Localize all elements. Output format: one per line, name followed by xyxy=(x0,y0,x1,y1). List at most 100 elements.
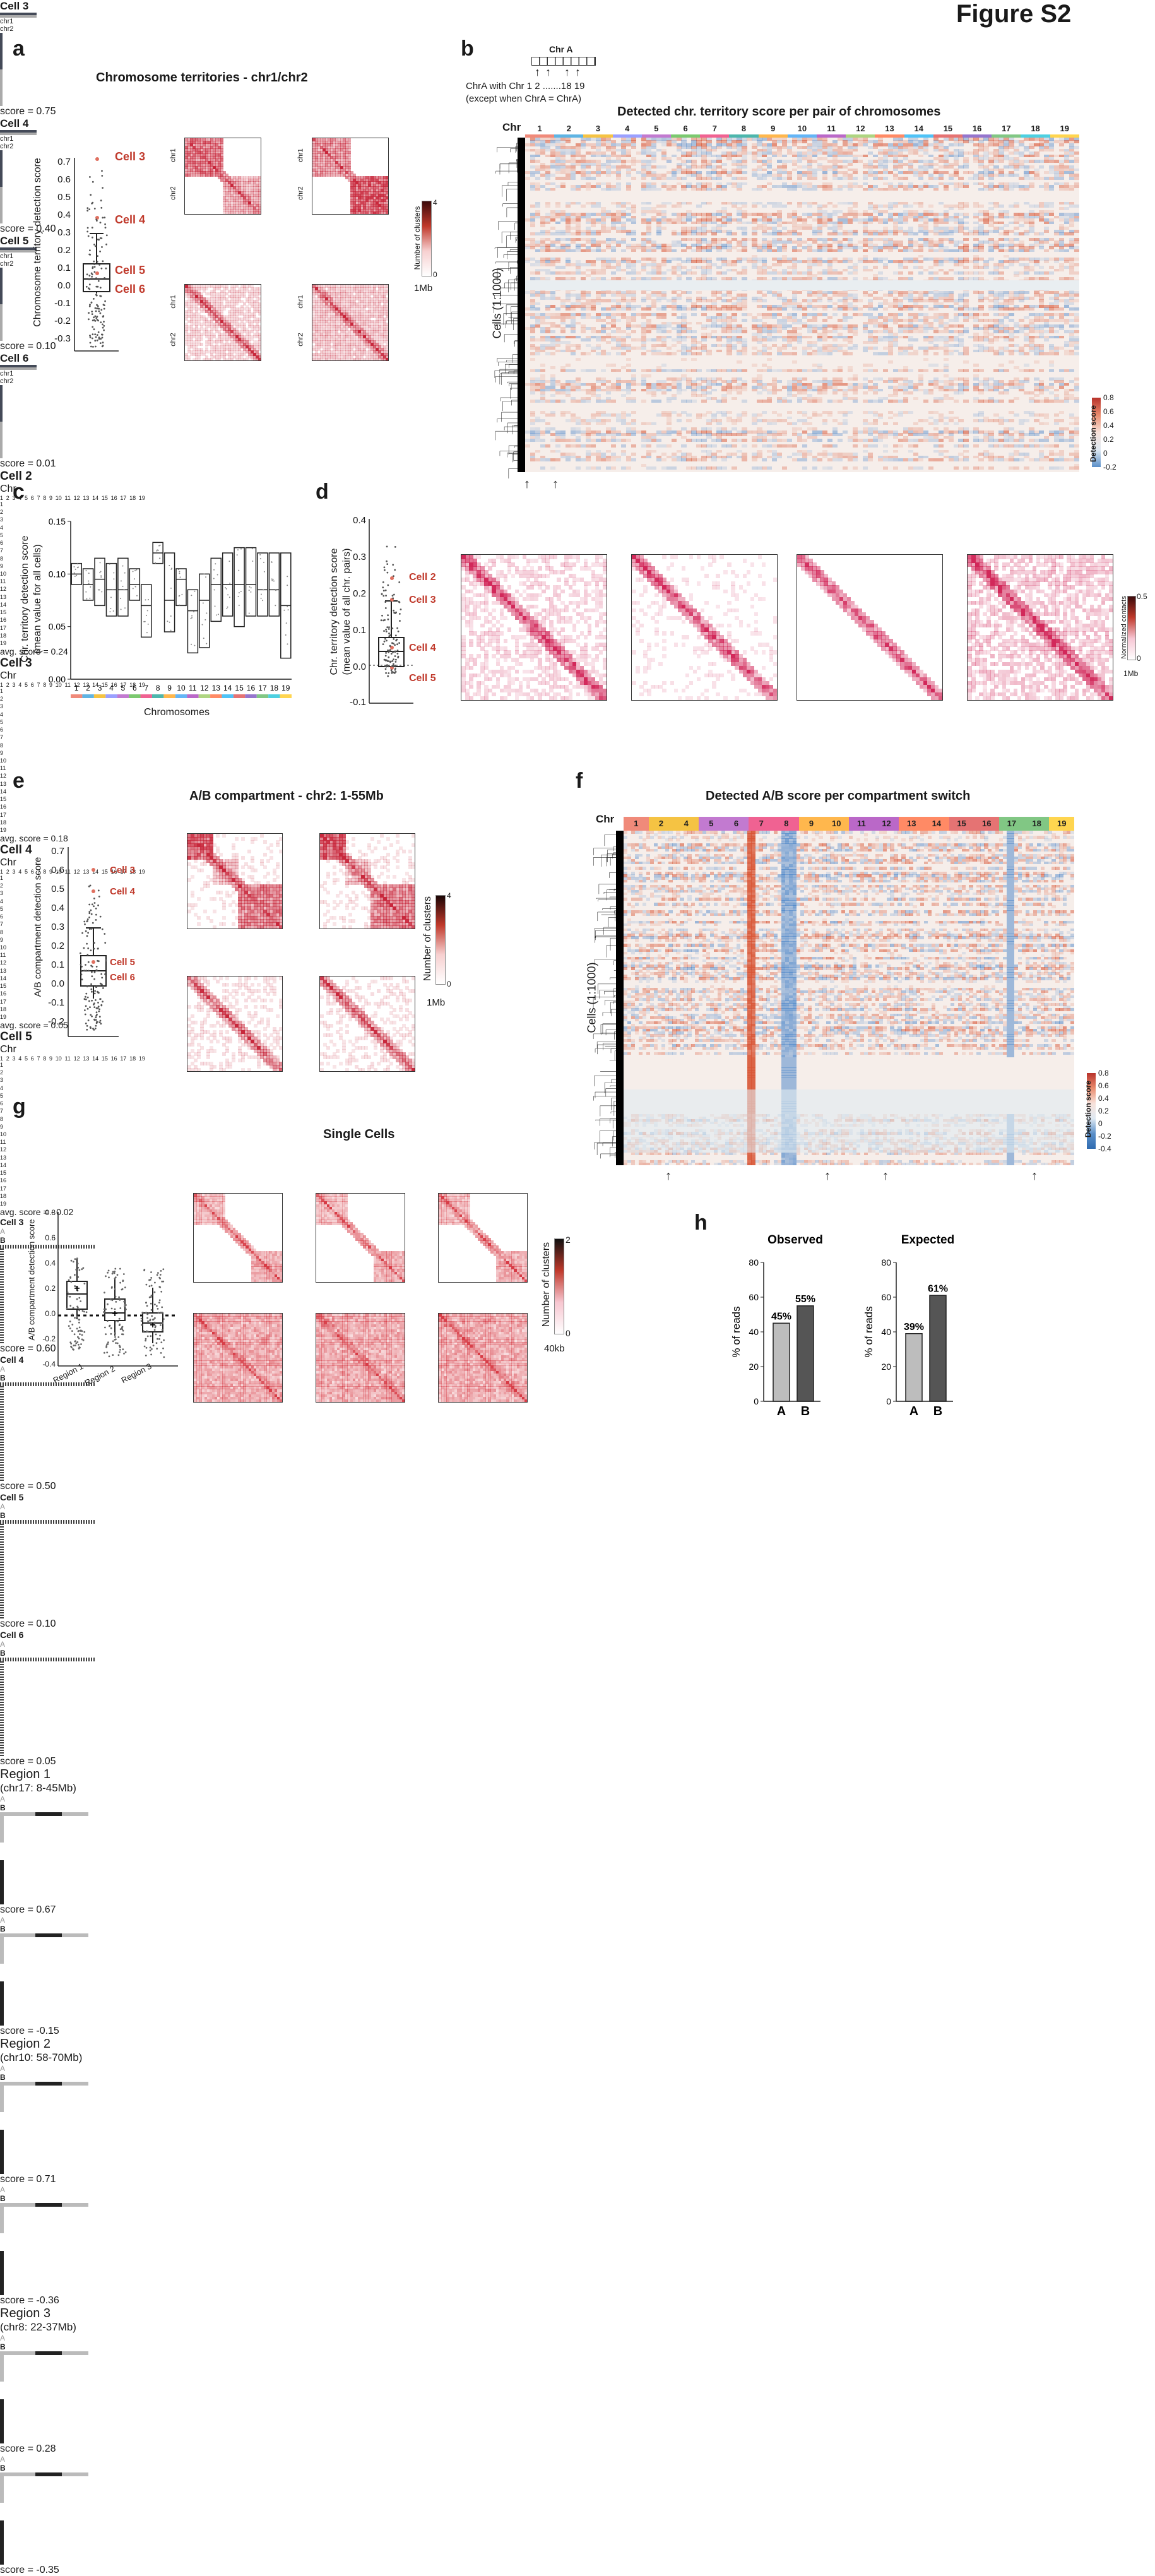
panel-a-cell-label-3: Cell 3 xyxy=(115,150,145,163)
chr-number: 15 xyxy=(0,1170,1155,1176)
chr-label-18: 18 xyxy=(1024,817,1050,831)
panel-d-colorbar-min: 0 xyxy=(1137,654,1141,663)
panel-g-colorbar xyxy=(554,1238,564,1334)
panel-letter-b: b xyxy=(461,37,474,61)
chr-number: 6 xyxy=(31,1055,34,1062)
chr-number: 3 xyxy=(13,1055,16,1062)
chr-label-8: 8 xyxy=(729,124,758,138)
panel-d-boxplot xyxy=(369,519,413,708)
c-xtick-4: 4 xyxy=(109,684,114,692)
chr-label-7: 7 xyxy=(749,817,774,831)
h-title-1: Expected xyxy=(901,1233,954,1247)
chr1-left-label: chr1 xyxy=(297,295,305,308)
panel-d-cell-label-2: Cell 2 xyxy=(409,572,436,583)
ab-track-top xyxy=(0,1520,95,1524)
contact-map xyxy=(797,554,943,701)
contact-map xyxy=(312,284,389,361)
panel-e-yaxis: 0.7 0.6 0.5 0.4 0.3 0.2 0.1 0.0 -0.1 -0.… xyxy=(39,846,64,1035)
ab-track-top xyxy=(0,2472,88,2476)
panel-g-a-label: A xyxy=(0,2455,1155,2464)
chr2-left-label: chr2 xyxy=(170,333,177,346)
panel-f-colorbar-label: Detection score xyxy=(1084,1071,1093,1147)
ab-track-left xyxy=(0,1386,4,1481)
c-xtick-9: 9 xyxy=(167,684,172,692)
c-chr-color-10 xyxy=(175,694,187,698)
panel-d-cell-label-5: Cell 5 xyxy=(409,673,436,684)
panel-d-cell-label-4: Cell 4 xyxy=(409,643,436,654)
h-bar-B xyxy=(797,1306,814,1401)
panel-a-cell-label-4: Cell 4 xyxy=(115,213,145,227)
chr-label-17: 17 xyxy=(999,817,1024,831)
chr-label-5: 5 xyxy=(699,817,724,831)
panel-a-colorbar-min: 0 xyxy=(433,270,437,279)
panel-b-arrow-2: ↑ xyxy=(552,477,559,492)
c-bar-16 xyxy=(246,548,256,616)
contact-map xyxy=(316,1193,405,1283)
panel-g-map-score: score = 0.71 xyxy=(0,2174,1155,2185)
panel-g-a-label: A xyxy=(0,2185,1155,2194)
panel-g-map-score: score = -0.36 xyxy=(0,2295,1155,2306)
c-xtick-10: 10 xyxy=(177,684,186,692)
c-bar-15 xyxy=(234,548,244,627)
chr1-left-label: chr1 xyxy=(297,148,305,162)
c-chr-color-15 xyxy=(234,694,245,698)
c-bar-13 xyxy=(211,558,221,621)
c-xtick-6: 6 xyxy=(133,684,137,692)
c-xtick-5: 5 xyxy=(121,684,126,692)
contact-map xyxy=(312,138,389,215)
h-xtick: B xyxy=(933,1404,942,1418)
panel-letter-a: a xyxy=(13,37,25,61)
ab-track-left xyxy=(0,2207,4,2295)
panel-g-region-name: Region 2 xyxy=(0,2037,1155,2051)
chr-number: 8 xyxy=(0,742,1155,749)
panel-g-colorbar-label: Number of clusters xyxy=(541,1234,552,1335)
c-chr-color-3 xyxy=(94,694,105,698)
chr-number: 1 xyxy=(0,682,3,688)
colorbar-tick: -0.2 xyxy=(1103,463,1116,472)
chr-label-18: 18 xyxy=(1021,124,1050,138)
panel-e-map-title: Cell 5 xyxy=(0,1492,1155,1502)
chr-number: 5 xyxy=(25,869,28,875)
chr-label-4: 4 xyxy=(613,124,642,138)
c-bar-18 xyxy=(269,553,279,616)
panel-g-a-label: A xyxy=(0,1916,1155,1925)
panel-f-chr-strip: 1 2 4 5 6 7 8 9 10 11 12 13 14 15 16 17 18 19 xyxy=(624,817,1074,831)
contact-map xyxy=(316,1313,405,1403)
panel-g-a-label: A xyxy=(0,2334,1155,2342)
c-xtick-3: 3 xyxy=(98,684,102,692)
c-chr-color-4 xyxy=(105,694,117,698)
chr-label-19: 19 xyxy=(1049,817,1074,831)
h-ytick: 60 xyxy=(881,1292,891,1302)
c-xtick-16: 16 xyxy=(247,684,256,692)
panel-g-region-coords: (chr10: 58-70Mb) xyxy=(0,2051,1155,2064)
h-xtick: B xyxy=(801,1404,810,1418)
chr-number: 7 xyxy=(37,495,40,501)
panel-g-region-coords: (chr8: 22-37Mb) xyxy=(0,2321,1155,2334)
chr-number: 15 xyxy=(0,796,1155,802)
ab-track-top xyxy=(0,2203,88,2207)
c-bar-17 xyxy=(258,553,268,616)
panel-e-map-score: score = 0.05 xyxy=(0,1756,1155,1767)
chr-label-11: 11 xyxy=(817,124,846,138)
panel-g-yaxis: 0.8 0.6 0.4 0.2 0.0 -0.2 -0.4 xyxy=(33,1208,56,1366)
ab-track-top xyxy=(0,1933,88,1937)
contact-map xyxy=(319,833,415,929)
ab-track-left xyxy=(0,1937,4,2026)
panel-e-map-title: Cell 6 xyxy=(0,1630,1155,1640)
chr-number: 8 xyxy=(43,1055,46,1062)
panel-g-b-label: B xyxy=(0,2464,1155,2472)
chr2-bar-left xyxy=(0,304,3,341)
panel-a-colorbar-max: 4 xyxy=(433,198,437,207)
panel-c-xlabel: Chromosomes xyxy=(144,707,210,718)
c-bar-5 xyxy=(118,558,128,616)
ab-track-left xyxy=(0,2086,4,2174)
colorbar-tick: 0.8 xyxy=(1103,393,1114,402)
chr-number: 5 xyxy=(25,495,28,501)
c-bar-12 xyxy=(199,574,210,648)
contact-map xyxy=(319,976,415,1072)
panel-e-cell-label-5: Cell 5 xyxy=(110,957,135,968)
chr-label-1: 1 xyxy=(525,124,554,138)
panel-b-arrow-1: ↑ xyxy=(524,477,530,492)
panel-g-a-label: A xyxy=(0,2064,1155,2073)
